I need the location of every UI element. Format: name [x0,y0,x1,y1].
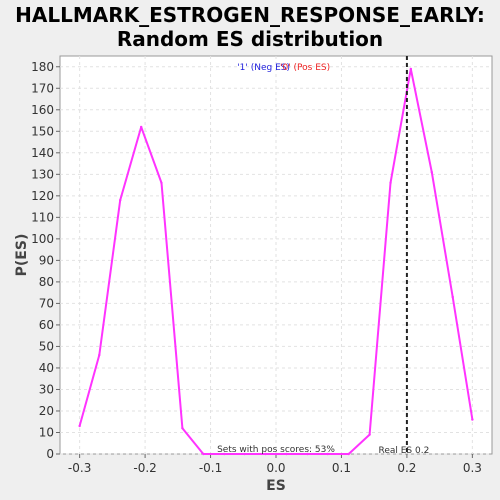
data-point [243,452,246,456]
y-tick-label: 60 [39,318,54,332]
data-point [368,433,371,436]
data-point [285,452,288,456]
y-tick-label: 120 [31,189,54,203]
data-point [306,452,309,456]
y-tick-label: 170 [31,81,54,95]
data-point [264,452,267,456]
legend-neg-label: '1' (Neg ES) [237,63,290,73]
axes: 0 10 20 30 40 50 60 70 80 90 100 110 120 130 140 150 160… [31,60,482,475]
x-tick-label: 0.2 [397,461,416,475]
x-tick-label: 0.3 [463,461,482,475]
y-tick-label: 160 [31,103,54,117]
y-tick-label: 100 [31,232,54,246]
data-point [160,181,163,185]
y-tick-label: 40 [39,361,54,375]
y-tick-label: 180 [31,60,54,74]
real-es-annotation: Real ES 0.2 [378,446,429,456]
y-tick-label: 20 [39,404,54,418]
y-tick-label: 10 [39,425,54,439]
data-point [98,353,101,357]
x-tick-label: -0.1 [199,461,222,475]
annotations: '1' (Neg ES) '0' (Pos ES) Sets with pos … [217,56,429,456]
data-point [409,67,413,71]
data-point [451,295,454,299]
y-tick-label: 140 [31,146,54,160]
data-point [78,424,81,428]
pos-scores-annotation: Sets with pos scores: 53% [217,445,335,455]
x-tick-label: -0.3 [68,461,91,475]
data-point [202,452,205,456]
chart-title-line1: HALLMARK_ESTROGEN_RESPONSE_EARLY: [15,3,485,27]
y-axis-title: P(ES) [14,234,30,277]
y-tick-label: 110 [31,210,54,224]
data-point [223,452,226,456]
legend-pos-label: '0' (Pos ES) [280,63,330,73]
data-point [139,125,143,129]
x-tick-label: 0.1 [332,461,351,475]
x-tick-label: 0.0 [266,461,285,475]
y-tick-label: 90 [39,253,54,267]
y-tick-label: 150 [31,124,54,138]
data-point [430,170,433,174]
data-point [181,426,184,430]
x-axis-title: ES [266,478,286,494]
chart-title: HALLMARK_ESTROGEN_RESPONSE_EARLY: Random… [0,3,500,51]
y-tick-label: 80 [39,275,54,289]
x-tick-label: -0.2 [133,461,156,475]
data-point [389,181,392,185]
chart-title-line2: Random ES distribution [116,27,384,51]
data-point [326,452,329,456]
y-tick-label: 50 [39,339,54,353]
y-tick-label: 30 [39,382,54,396]
grid [60,56,492,455]
data-point [347,452,350,456]
data-point [471,418,474,421]
data-point [119,198,122,202]
y-tick-label: 0 [46,447,54,461]
y-tick-label: 130 [31,167,54,181]
y-tick-label: 70 [39,296,54,310]
